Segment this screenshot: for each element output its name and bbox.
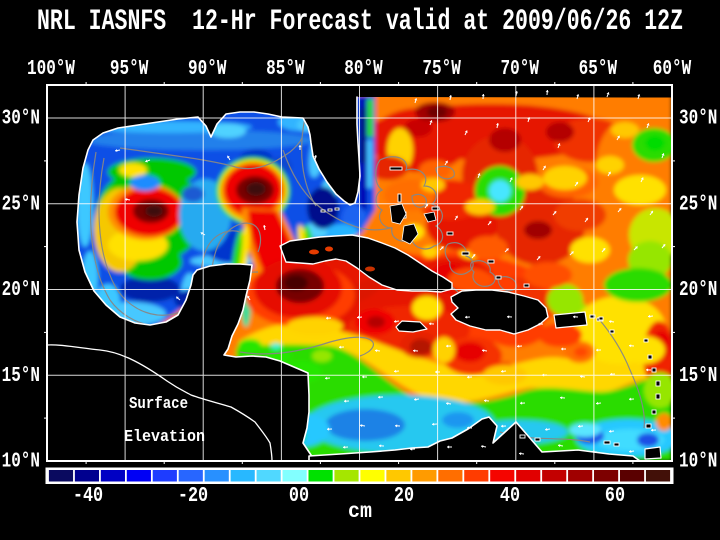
- svg-text:Surface: Surface: [129, 395, 188, 414]
- svg-text:15°N: 15°N: [2, 365, 40, 388]
- svg-text:30°N: 30°N: [679, 108, 717, 131]
- svg-text:Elevation: Elevation: [124, 428, 205, 447]
- svg-text:70°W: 70°W: [501, 58, 540, 81]
- svg-text:20°N: 20°N: [2, 279, 40, 302]
- svg-text:10°N: 10°N: [2, 451, 40, 474]
- svg-text:95°W: 95°W: [110, 58, 149, 81]
- svg-text:20°N: 20°N: [679, 279, 717, 302]
- svg-text:85°W: 85°W: [266, 58, 305, 81]
- svg-text:100°W: 100°W: [27, 58, 75, 81]
- svg-text:60: 60: [605, 485, 625, 508]
- svg-text:65°W: 65°W: [579, 58, 618, 81]
- svg-text:NRL IASNFS 12-Hr Forecast val: NRL IASNFS 12-Hr Forecast valid at 2009/…: [37, 5, 683, 39]
- svg-text:60°W: 60°W: [653, 58, 692, 81]
- svg-text:40: 40: [500, 485, 520, 508]
- svg-text:30°N: 30°N: [2, 108, 40, 131]
- svg-text:20: 20: [394, 485, 414, 508]
- svg-text:75°W: 75°W: [422, 58, 461, 81]
- svg-text:cm: cm: [348, 501, 372, 524]
- svg-text:80°W: 80°W: [344, 58, 383, 81]
- svg-text:-40: -40: [73, 485, 103, 508]
- svg-text:-20: -20: [178, 485, 208, 508]
- svg-text:90°W: 90°W: [188, 58, 227, 81]
- svg-text:15°N: 15°N: [679, 365, 717, 388]
- svg-text:10°N: 10°N: [679, 451, 717, 474]
- svg-text:25°N: 25°N: [679, 193, 717, 216]
- svg-text:25°N: 25°N: [2, 193, 40, 216]
- svg-text:00: 00: [289, 485, 309, 508]
